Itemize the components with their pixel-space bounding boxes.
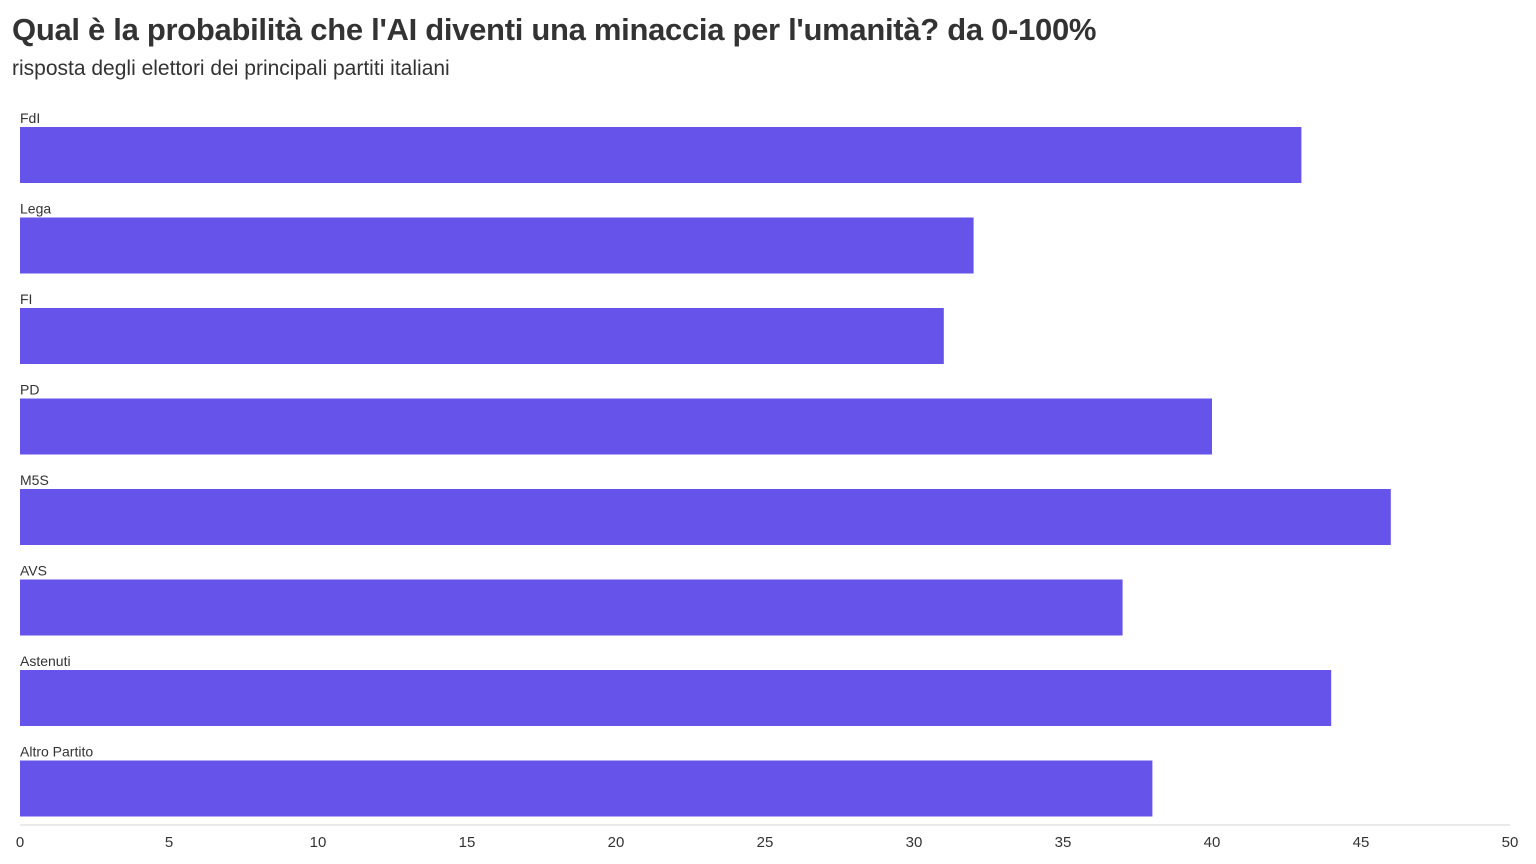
bar-astenuti (20, 670, 1332, 726)
x-tick-label-30: 30 (906, 834, 923, 851)
x-tick-label-15: 15 (459, 834, 476, 851)
category-label-fdi: FdI (20, 110, 40, 126)
chart-subtitle: risposta degli elettori dei principali p… (12, 57, 450, 80)
category-label-pd: PD (20, 382, 39, 398)
category-label-lega: Lega (20, 201, 51, 217)
x-tick-label-10: 10 (310, 834, 327, 851)
x-tick-label-0: 0 (16, 834, 24, 851)
bar-fi (20, 308, 944, 364)
x-tick-label-45: 45 (1353, 834, 1370, 851)
x-tick-label-25: 25 (757, 834, 774, 851)
category-label-avs: AVS (20, 563, 47, 579)
x-axis: 0 5 10 15 20 25 30 35 40 45 50 (16, 824, 1519, 851)
bar-lega (20, 217, 974, 274)
x-tick-label-50: 50 (1502, 834, 1519, 851)
category-label-m5s: M5S (20, 472, 49, 488)
bar-avs (20, 579, 1123, 636)
bar-pd (20, 398, 1212, 455)
bars-layer: FdI Lega FI PD M5S AVS Astenuti Altro Partito (20, 110, 1391, 817)
chart-title: Qual è la probabilità che l'AI diventi u… (12, 12, 1097, 47)
bar-fdi (20, 127, 1302, 183)
category-label-fi: FI (20, 291, 32, 307)
x-tick-label-5: 5 (165, 834, 173, 851)
bar-m5s (20, 489, 1391, 545)
x-tick-label-40: 40 (1204, 834, 1221, 851)
x-tick-label-35: 35 (1055, 834, 1072, 851)
x-tick-label-20: 20 (608, 834, 625, 851)
category-label-astenuti: Astenuti (20, 653, 71, 669)
category-label-altro-partito: Altro Partito (20, 744, 93, 760)
bar-altro-partito (20, 760, 1153, 817)
